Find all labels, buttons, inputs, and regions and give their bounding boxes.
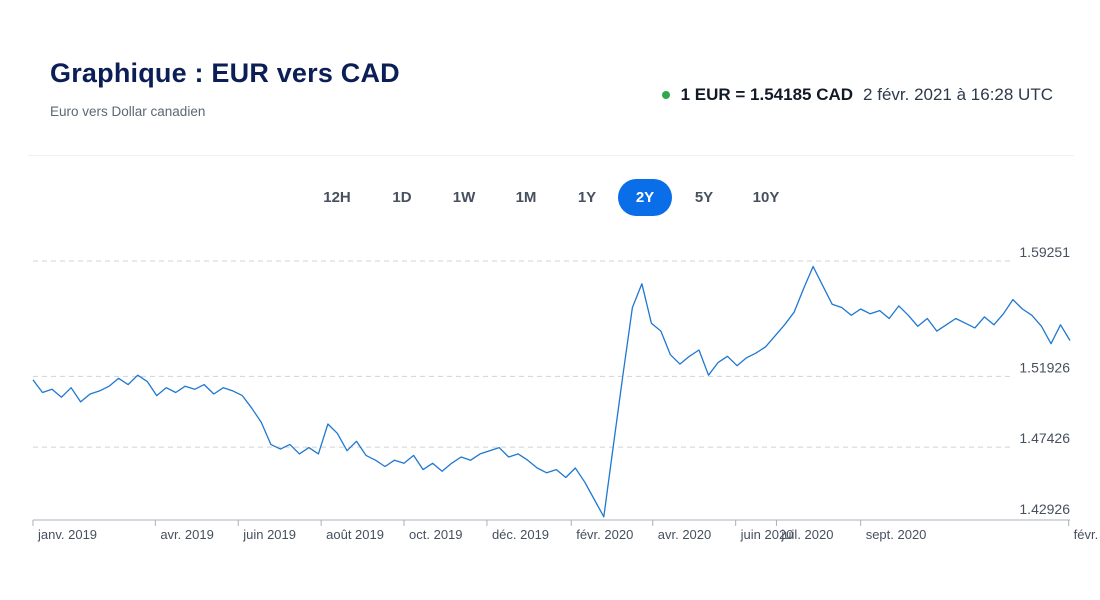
range-button-2y[interactable]: 2Y — [618, 179, 672, 216]
x-tick-label: juil. 2020 — [780, 527, 833, 542]
x-tick-label: sept. 2020 — [866, 527, 927, 542]
range-button-1m[interactable]: 1M — [515, 189, 537, 206]
x-tick-label: juin 2020 — [740, 527, 794, 542]
x-tick-label: oct. 2019 — [409, 527, 463, 542]
page-subtitle: Euro vers Dollar canadien — [50, 104, 206, 119]
y-tick-label: 1.51926 — [1019, 359, 1070, 375]
header-divider — [28, 155, 1074, 156]
x-tick-label: déc. 2019 — [492, 527, 549, 542]
live-rate: 1 EUR = 1.54185 CAD 2 févr. 2021 à 16:28… — [661, 85, 1053, 105]
y-tick-label: 1.59251 — [1019, 244, 1070, 260]
x-tick-label: févr. 2020 — [576, 527, 633, 542]
range-button-5y[interactable]: 5Y — [694, 189, 714, 206]
range-button-1d[interactable]: 1D — [392, 189, 412, 206]
rate-timestamp: 2 févr. 2021 à 16:28 UTC — [863, 85, 1053, 104]
page-title: Graphique : EUR vers CAD — [50, 58, 400, 88]
range-button-10y[interactable]: 10Y — [752, 189, 780, 206]
range-button-12h[interactable]: 12H — [323, 189, 351, 206]
y-tick-label: 1.47426 — [1019, 430, 1070, 446]
eur-cad-rate-line — [32, 265, 1071, 518]
x-tick-label: avr. 2020 — [658, 527, 712, 542]
x-tick-label: juin 2019 — [242, 527, 296, 542]
range-button-1w[interactable]: 1W — [452, 189, 476, 206]
x-tick-label: août 2019 — [326, 527, 384, 542]
y-tick-label: 1.42926 — [1019, 501, 1070, 517]
x-tick-label: févr. 2021 — [1074, 527, 1100, 542]
range-button-1y[interactable]: 1Y — [577, 189, 597, 206]
range-selector: 12H 1D 1W 1M 1Y 2Y 5Y 10Y — [0, 179, 1100, 216]
x-tick-label: avr. 2019 — [160, 527, 214, 542]
rate-value: 1 EUR = 1.54185 CAD — [680, 85, 854, 104]
x-tick-label: janv. 2019 — [37, 527, 97, 542]
live-status-dot-icon — [661, 91, 670, 99]
